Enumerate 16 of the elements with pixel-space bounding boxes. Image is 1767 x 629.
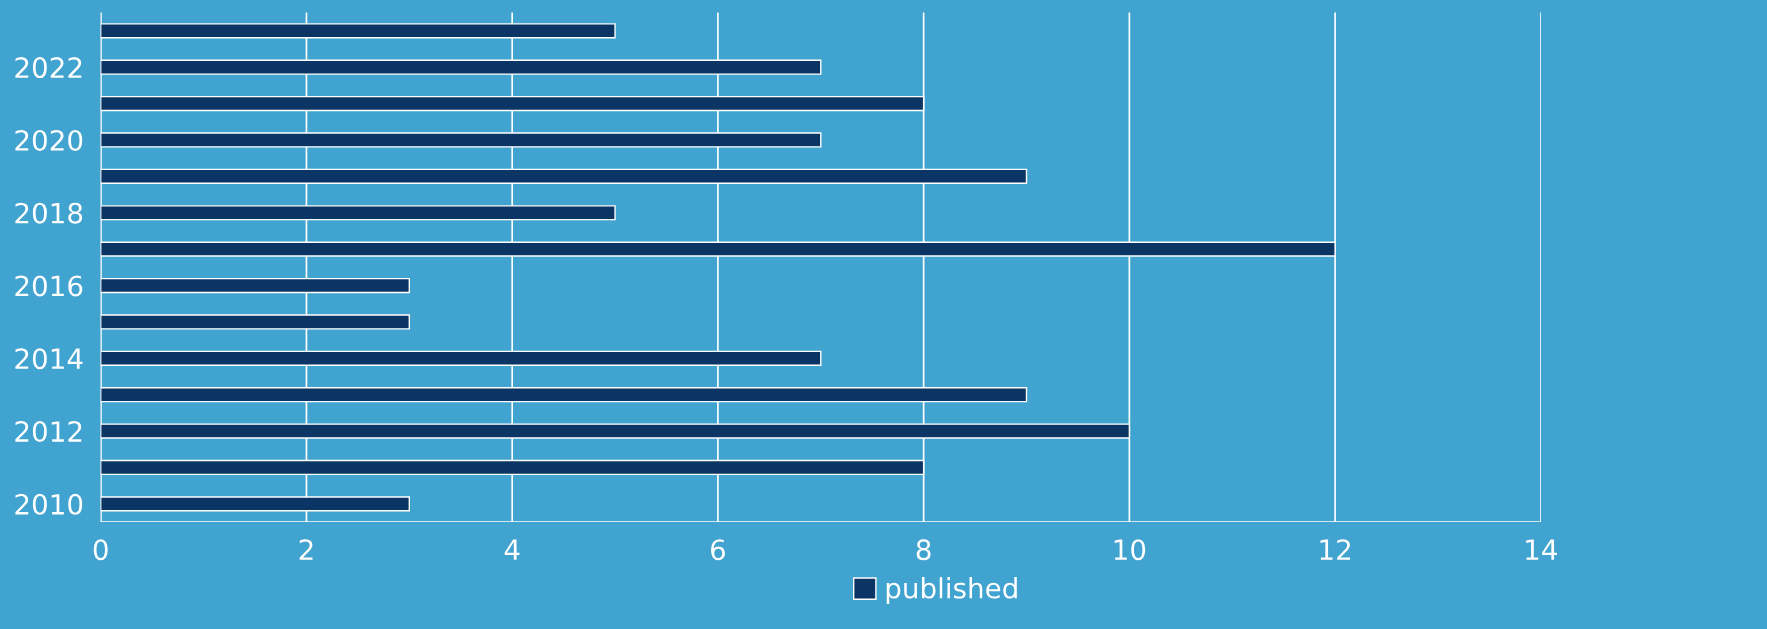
y-tick-label: 2018 [15, 202, 83, 224]
x-tick-label: 10 [1114, 539, 1146, 561]
x-tick-label: 14 [1526, 539, 1557, 560]
x-tick-label: 2 [299, 539, 313, 560]
y-tick-label: 2014 [15, 348, 83, 370]
y-tick-label: 2010 [15, 493, 83, 515]
y-tick-label: 2020 [15, 129, 83, 151]
y-tick-label: 2012 [15, 421, 82, 443]
x-tick-label: 4 [504, 539, 520, 560]
y-tick-label: 2022 [15, 57, 82, 79]
y-tick-label: 2016 [15, 275, 83, 297]
x-tick-label: 6 [711, 539, 725, 561]
x-tick-label: 8 [916, 539, 931, 561]
legend-label: published [886, 577, 1017, 604]
x-tick-label: 0 [93, 539, 108, 561]
x-tick-label: 12 [1320, 539, 1350, 560]
